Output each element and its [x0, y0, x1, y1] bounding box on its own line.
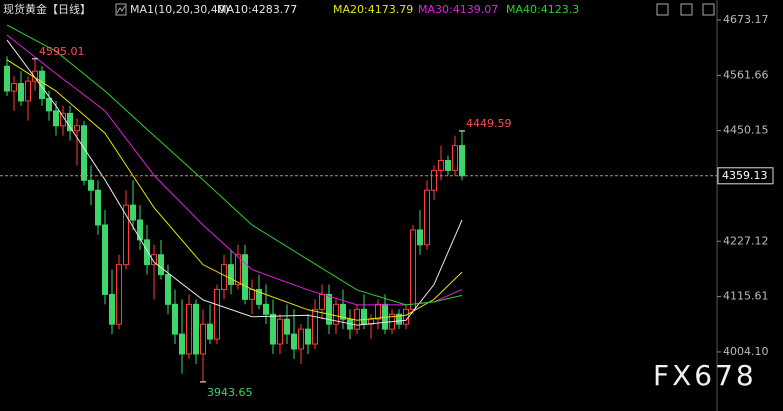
candle-body	[256, 288, 262, 305]
candle-body	[81, 125, 87, 181]
annotation: 3943.65	[207, 386, 253, 399]
y-tick-label: 4227.12	[723, 234, 769, 247]
candle-body	[242, 254, 248, 300]
watermark: FX678	[653, 359, 757, 392]
candle-body	[221, 264, 227, 290]
candle-body	[144, 239, 150, 266]
candle-body	[158, 254, 164, 276]
candle-body	[410, 229, 416, 310]
candle-body	[11, 83, 17, 92]
candle-body	[186, 303, 192, 355]
candle-body	[207, 323, 213, 340]
candle-body	[305, 328, 311, 345]
candle-body	[438, 159, 444, 171]
legend-entry: MA20:4173.79	[333, 3, 413, 16]
ma-line	[6, 59, 463, 321]
candle-body	[102, 224, 108, 295]
candle-body	[172, 303, 178, 335]
candle-body	[179, 333, 185, 355]
candle-body	[130, 204, 136, 221]
y-tick-label: 4561.66	[723, 68, 769, 81]
toolbar	[656, 3, 715, 16]
candle-body	[18, 83, 24, 102]
candle-body	[46, 97, 52, 112]
candle-body	[200, 323, 206, 355]
candle-body	[375, 303, 381, 320]
candle-body	[109, 293, 115, 325]
candle-body	[396, 313, 402, 325]
candle-body	[137, 219, 143, 241]
tool-button[interactable]	[702, 3, 715, 16]
candle-body	[193, 303, 199, 355]
annotation: 4595.01	[39, 45, 85, 58]
candle-body	[291, 333, 297, 350]
legend-entry: MA10:4283.77	[217, 3, 297, 16]
ma-line	[6, 34, 463, 306]
candle-body	[284, 318, 290, 335]
candle-body	[319, 293, 325, 310]
last-price-label: 4359.13	[722, 169, 768, 182]
candle-body	[312, 308, 318, 345]
indicator-icon-line	[116, 5, 126, 14]
candle-body	[270, 313, 276, 345]
annotation: 4449.59	[466, 117, 512, 130]
candle-body	[4, 65, 10, 92]
chart-title: 现货黄金【日线】	[3, 2, 91, 16]
candle-body	[340, 303, 346, 320]
candle-body	[53, 110, 59, 127]
candle-body	[403, 308, 409, 325]
candle-body	[88, 179, 94, 191]
candle-body	[424, 189, 430, 246]
tool-button[interactable]	[656, 3, 669, 16]
candle-body	[326, 293, 332, 325]
candle-body	[452, 145, 458, 171]
candle-body	[298, 328, 304, 350]
candle-body	[354, 308, 360, 330]
candle-body	[165, 274, 171, 305]
last-price-box	[717, 167, 774, 185]
candle-body	[417, 229, 423, 246]
y-tick-label: 4115.61	[723, 290, 769, 303]
candle-body	[25, 80, 31, 102]
legend-entry: MA40:4123.3	[506, 3, 579, 16]
candle-body	[214, 288, 220, 340]
ma-line	[6, 39, 463, 326]
candle-body	[228, 264, 234, 286]
candle-body	[431, 169, 437, 191]
candle-body	[277, 318, 283, 345]
candle-body	[67, 112, 73, 132]
y-tick-label: 4004.10	[723, 345, 769, 358]
candle-body	[95, 189, 101, 226]
candle-body	[123, 204, 129, 266]
candle-body	[361, 308, 367, 325]
candle-body	[151, 254, 157, 266]
y-tick-label: 4450.15	[723, 124, 769, 137]
indicator-name: MA1(10,20,30,40)	[130, 3, 229, 16]
candle-body	[249, 288, 255, 300]
candle-body	[445, 159, 451, 171]
legend-entry: MA30:4139.07	[418, 3, 498, 16]
ma-line	[6, 24, 463, 306]
candle-body	[459, 145, 465, 177]
indicator-icon[interactable]	[115, 3, 127, 16]
candle-body	[39, 70, 45, 99]
tool-button[interactable]	[680, 3, 693, 16]
candle-body	[333, 303, 339, 325]
candle-body	[116, 264, 122, 325]
candle-body	[235, 254, 241, 286]
candle-body	[74, 125, 80, 132]
candle-body	[263, 303, 269, 315]
y-tick-label: 4673.17	[723, 13, 769, 26]
